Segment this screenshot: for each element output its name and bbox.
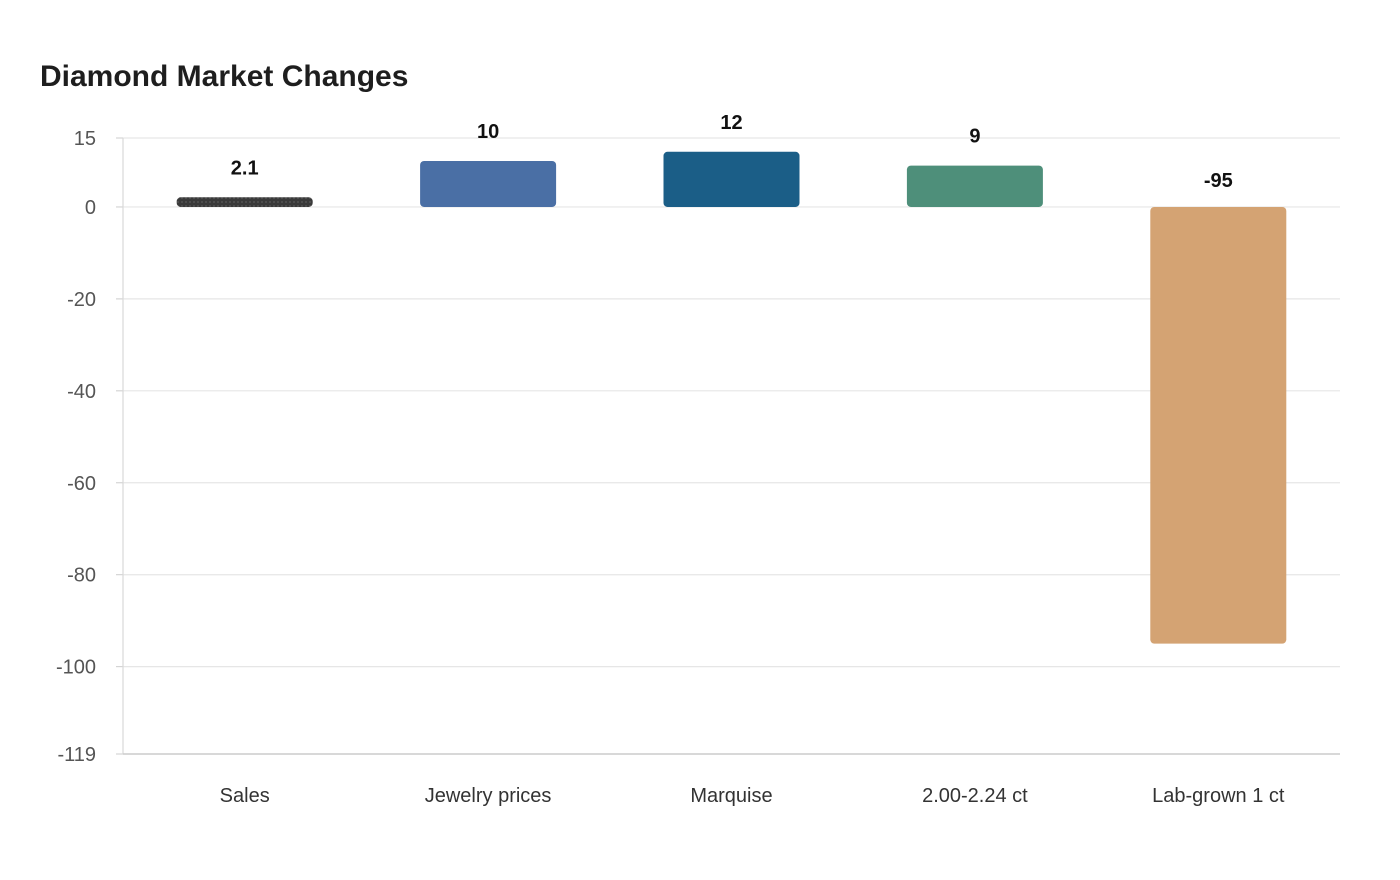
axes <box>122 138 1340 755</box>
labels: 15 0 -20 -40 -60 -80 -100 -119 2.1 Sales 10 Jewelry… <box>56 112 1285 807</box>
x-tick-label: Sales <box>220 785 270 807</box>
y-tick-label: -40 <box>67 381 96 403</box>
y-tick-label: -80 <box>67 565 96 587</box>
chart-title: Diamond Market Changes <box>40 60 409 93</box>
y-tick-label: 15 <box>74 128 96 150</box>
y-tick-label: 0 <box>85 197 96 219</box>
bars <box>176 151 1287 644</box>
bar <box>1150 206 1287 644</box>
y-tick-label: -60 <box>67 473 96 495</box>
data-label: -95 <box>1204 170 1233 192</box>
data-label: 9 <box>969 126 980 148</box>
y-tick-label: -100 <box>56 657 96 679</box>
bar <box>420 160 557 207</box>
x-tick-label: Lab-grown 1 ct <box>1152 785 1285 807</box>
bar <box>663 151 800 207</box>
bar <box>906 165 1043 207</box>
y-tick-label: -20 <box>67 289 96 311</box>
x-tick-label: Jewelry prices <box>425 785 552 807</box>
y-tick-label: -119 <box>57 744 96 766</box>
data-label: 10 <box>477 121 499 143</box>
x-tick-label: 2.00-2.24 ct <box>922 785 1028 807</box>
data-label: 2.1 <box>231 157 259 179</box>
x-tick-label: Marquise <box>690 785 772 807</box>
bar <box>176 197 313 207</box>
data-label: 12 <box>720 112 742 134</box>
